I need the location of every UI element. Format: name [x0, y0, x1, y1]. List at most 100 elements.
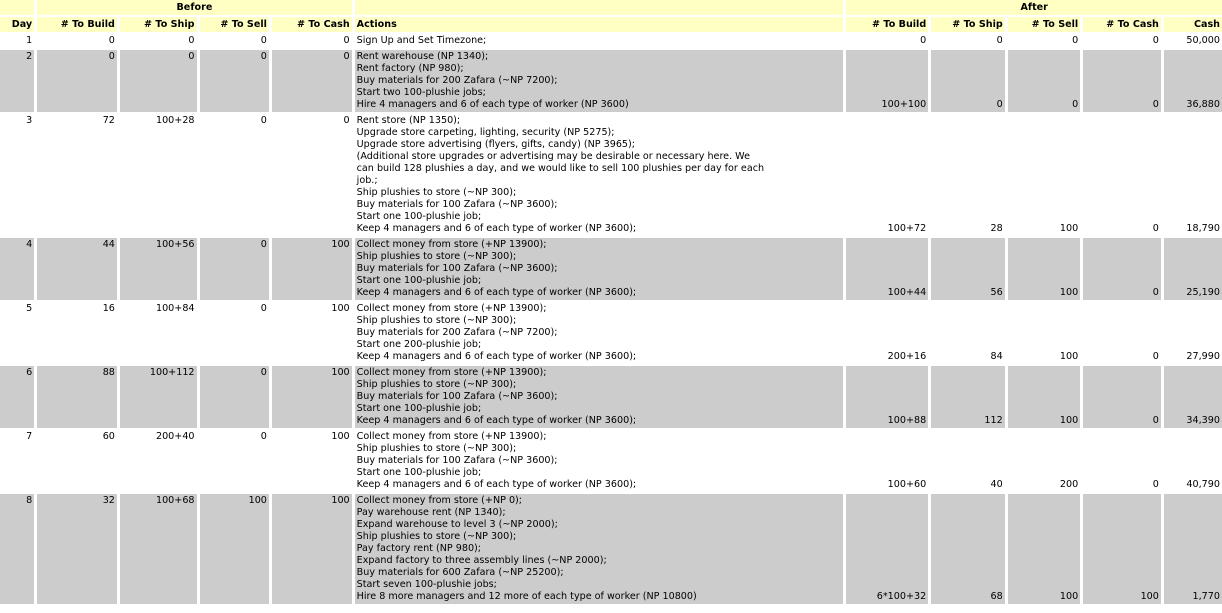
column-header: Day — [0, 17, 35, 32]
column-header: # To Cash — [271, 17, 352, 32]
table-row: 8 32 100+68 100 100 Collect money from store … — [0, 494, 1222, 604]
action-line: Collect money from store (+NP 13900); — [356, 303, 547, 314]
after-cell: 100+88 — [846, 366, 929, 428]
action-line: Ship plushies to store (~NP 300); — [356, 443, 517, 454]
table-row: 6 88 100+112 0 100 Collect money from store (… — [0, 366, 1222, 428]
after-cell: 100 — [1007, 366, 1081, 428]
after-cell: 100 — [1083, 494, 1161, 604]
column-header: # To Cash — [1083, 17, 1161, 32]
table-row: 2 0 0 0 0 Rent warehouse (NP 1340); Rent facto… — [0, 50, 1222, 112]
before-cell: 100+112 — [119, 366, 197, 428]
after-cell: 0 — [1083, 238, 1161, 300]
action-line: Start one 100-plushie job; — [356, 467, 482, 478]
after-cell: 100 — [1059, 351, 1079, 362]
before-cell: 0 — [37, 50, 117, 112]
day-cell: 1 — [26, 35, 33, 46]
after-cell: 0 — [1083, 366, 1161, 428]
action-line: can build 128 plushies a day, and we wou… — [356, 163, 765, 174]
after-cell: 100+72 — [887, 223, 927, 234]
after-cell: 68 — [931, 494, 1005, 604]
action-line: Start one 100-plushie job; — [356, 403, 482, 414]
after-cell: 100+44 — [846, 238, 929, 300]
column-header-row: Day # To Build # To Ship # To Sell # To Cash… — [0, 17, 1222, 32]
before-cell: 100 — [271, 238, 352, 300]
before-cell: 88 — [37, 366, 117, 428]
after-cell: 100+60 — [887, 479, 927, 490]
after-cell: 0 — [1152, 479, 1159, 490]
before-cell: 0 — [343, 35, 350, 46]
after-cell: 0 — [996, 35, 1003, 46]
before-cell: 44 — [37, 238, 117, 300]
before-cell: 0 — [343, 115, 350, 126]
action-line: Ship plushies to store (~NP 300); — [356, 379, 517, 390]
action-line: Hire 4 managers and 6 of each type of wo… — [356, 99, 629, 110]
action-line: Start one 100-plushie job; — [356, 211, 482, 222]
actions-cell: Collect money from store (+NP 13900); Shi… — [354, 238, 844, 300]
action-line: Pay warehouse rent (NP 1340); — [356, 507, 506, 518]
action-line: job.; — [356, 175, 378, 186]
after-cell: 1,770 — [1163, 494, 1222, 604]
before-cell: 0 — [260, 303, 267, 314]
after-cell: 40,790 — [1186, 479, 1220, 490]
after-cell: 200+16 — [887, 351, 927, 362]
after-cell: 28 — [990, 223, 1003, 234]
before-cell: 0 — [260, 115, 267, 126]
action-line: (Additional store upgrades or advertisin… — [356, 151, 751, 162]
action-line: Ship plushies to store (~NP 300); — [356, 315, 517, 326]
actions-cell: Collect money from store (+NP 13900); Shi… — [355, 302, 844, 364]
actions-cell: Rent store (NP 1350); Upgrade store carpe… — [355, 114, 844, 236]
before-cell: 0 — [199, 366, 269, 428]
action-line: Keep 4 managers and 6 of each type of wo… — [356, 287, 637, 298]
actions-cell: Collect money from store (+NP 0); Pay war… — [354, 494, 844, 604]
after-cell: 0 — [1007, 50, 1081, 112]
actions-cell: Collect money from store (+NP 13900); Shi… — [355, 430, 844, 492]
after-cell: 112 — [931, 366, 1005, 428]
action-line: Collect money from store (+NP 13900); — [356, 431, 547, 442]
before-cell: 0 — [271, 50, 352, 112]
action-line: Collect money from store (+NP 0); — [356, 495, 523, 506]
actions-cell: Collect money from store (+NP 13900); Shi… — [354, 366, 844, 428]
table-row: 4 44 100+56 0 100 Collect money from store (+… — [0, 238, 1222, 300]
before-cell: 0 — [260, 431, 267, 442]
before-cell: 0 — [260, 35, 267, 46]
after-cell: 0 — [1152, 351, 1159, 362]
action-line: Ship plushies to store (~NP 300); — [356, 251, 517, 262]
action-line: Pay factory rent (NP 980); — [356, 543, 482, 554]
action-line: Keep 4 managers and 6 of each type of wo… — [356, 479, 637, 490]
action-line: Keep 4 managers and 6 of each type of wo… — [356, 351, 637, 362]
before-cell: 0 — [119, 50, 197, 112]
empty-header — [0, 0, 35, 15]
action-line: Start one 100-plushie job; — [356, 275, 482, 286]
action-line: Collect money from store (+NP 13900); — [356, 367, 547, 378]
before-cell: 100 — [271, 366, 352, 428]
action-line: Rent warehouse (NP 1340); — [356, 51, 489, 62]
day-cell: 8 — [0, 494, 35, 604]
before-cell: 16 — [102, 303, 115, 314]
after-cell: 0 — [1152, 35, 1159, 46]
table-row: 7 60 200+40 0 100 Collect money from store (+… — [0, 430, 1222, 492]
action-line: Start one 200-plushie job; — [356, 339, 482, 350]
action-line: Buy materials for 600 Zafara (~NP 25200)… — [356, 567, 564, 578]
day-cell: 5 — [26, 303, 33, 314]
before-cell: 100 — [199, 494, 269, 604]
after-cell: 34,390 — [1163, 366, 1222, 428]
after-cell: 0 — [920, 35, 927, 46]
before-cell: 32 — [37, 494, 117, 604]
after-cell: 100 — [1059, 223, 1079, 234]
before-cell: 0 — [199, 50, 269, 112]
before-cell: 100+28 — [155, 115, 195, 126]
action-line: Hire 8 more managers and 12 more of each… — [356, 591, 697, 602]
day-cell: 4 — [0, 238, 35, 300]
table-row: 3 72 100+28 0 0 Rent store (NP 1350); Upgrade … — [0, 114, 1222, 236]
column-header: # To Sell — [199, 17, 269, 32]
after-cell: 6*100+32 — [846, 494, 929, 604]
table-row: 5 16 100+84 0 100 Collect money from store (+… — [0, 302, 1222, 364]
action-line: Ship plushies to store (~NP 300); — [356, 531, 517, 542]
after-cell: 18,790 — [1186, 223, 1220, 234]
action-line: Buy materials for 200 Zafara (~NP 7200); — [356, 327, 558, 338]
after-cell: 100+100 — [846, 50, 929, 112]
action-line: Upgrade store advertising (flyers, gifts… — [356, 139, 636, 150]
after-cell: 0 — [1083, 50, 1161, 112]
day-cell: 2 — [0, 50, 35, 112]
action-line: Buy materials for 100 Zafara (~NP 3600); — [356, 199, 558, 210]
